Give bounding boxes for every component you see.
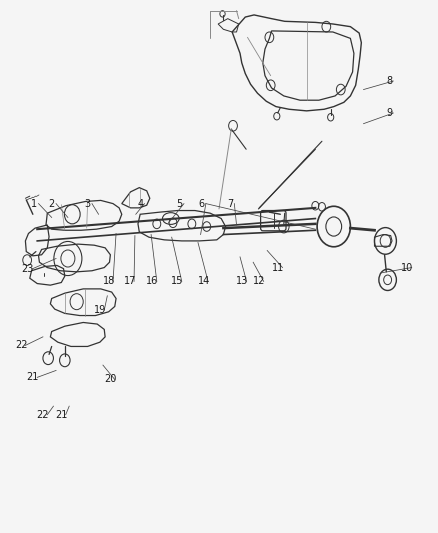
Text: 16: 16	[146, 277, 159, 286]
Text: 17: 17	[124, 277, 136, 286]
Text: 8: 8	[386, 76, 392, 86]
Text: 22: 22	[37, 410, 49, 419]
Text: 4: 4	[137, 199, 143, 208]
Text: 2: 2	[49, 199, 55, 208]
Text: 11: 11	[272, 263, 284, 272]
Text: 10: 10	[401, 263, 413, 272]
Text: 21: 21	[27, 373, 39, 382]
Text: 7: 7	[227, 199, 233, 208]
Text: 12: 12	[253, 277, 265, 286]
Text: 21: 21	[55, 410, 67, 419]
Text: 20: 20	[104, 375, 117, 384]
Text: 3: 3	[85, 199, 91, 208]
Text: 5: 5	[177, 199, 183, 208]
Text: 23: 23	[21, 264, 33, 274]
Text: 13: 13	[236, 277, 248, 286]
Text: 22: 22	[15, 341, 27, 350]
Text: 9: 9	[386, 108, 392, 118]
Text: 19: 19	[94, 305, 106, 315]
Text: 15: 15	[171, 277, 184, 286]
Text: 14: 14	[198, 277, 210, 286]
Text: 18: 18	[102, 277, 115, 286]
Text: 6: 6	[198, 199, 205, 208]
Text: 1: 1	[31, 199, 37, 208]
